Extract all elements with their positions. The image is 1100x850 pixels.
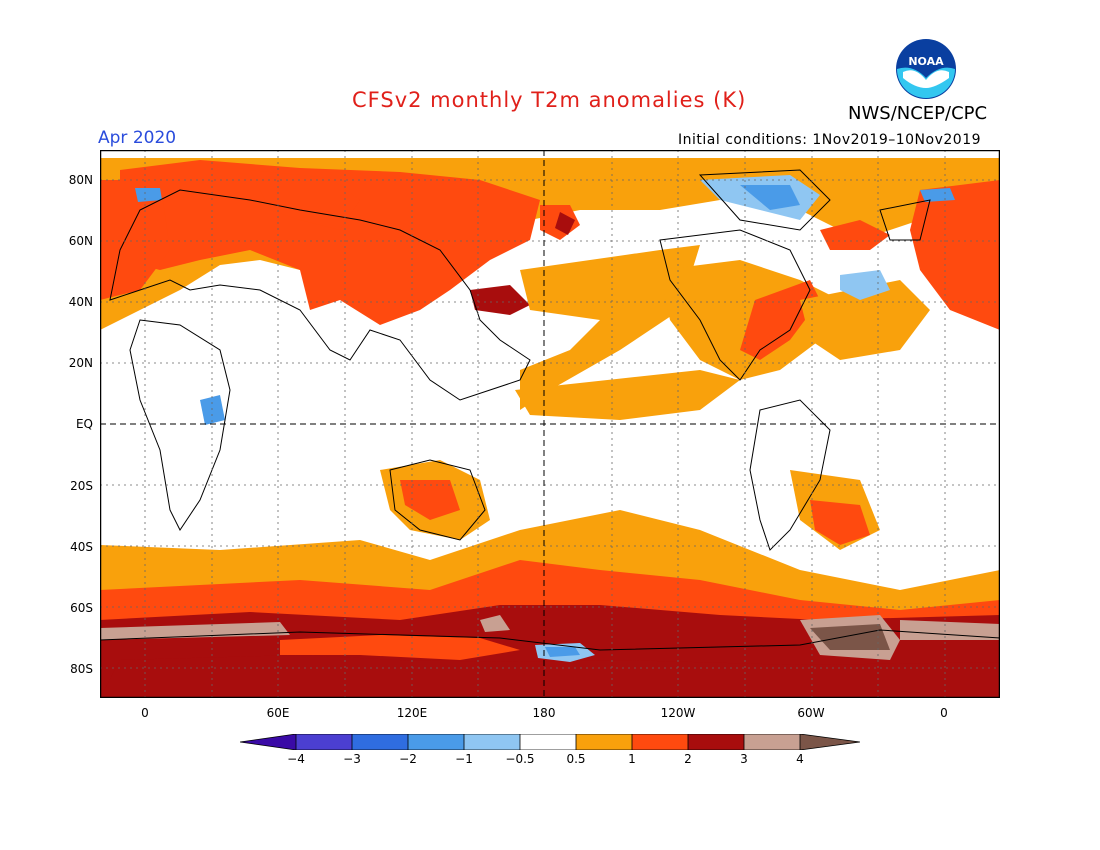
colorbar — [239, 733, 861, 751]
colorbar-label-neg05: −0.5 — [505, 752, 535, 766]
extreme-weddell — [810, 624, 890, 650]
initial-conditions: Initial conditions: 1Nov2019–10Nov2019 — [678, 132, 982, 148]
very-hot-band-east — [900, 620, 1000, 640]
lon-label-60w: 60W — [797, 706, 825, 720]
colorbar-label-neg3: −3 — [343, 752, 361, 766]
strong-warm-asia-europe — [120, 160, 540, 325]
strong-warm-europe-west — [100, 180, 170, 300]
cool-north-atlantic — [840, 270, 890, 300]
strong-warm-europe-east — [910, 180, 1000, 330]
lon-label-180: 180 — [532, 706, 556, 720]
colorbar-label-neg2: −2 — [399, 752, 417, 766]
colorbar-swatch-3-4 — [744, 734, 800, 750]
colorbar-swatch-05-1 — [576, 734, 632, 750]
colorbar-label-3: 3 — [740, 752, 748, 766]
lon-label-120w: 120W — [660, 706, 696, 720]
agency-label: NWS/NCEP/CPC — [848, 103, 988, 124]
cool-ross-core — [545, 647, 580, 657]
colorbar-swatch-1-2 — [632, 734, 688, 750]
cool-core-canada — [740, 185, 800, 210]
coastlines — [99, 169, 1001, 651]
very-hot-band-west — [100, 622, 290, 640]
cool-svalbard-west — [135, 188, 162, 202]
strong-warm-australia — [400, 480, 460, 520]
lat-label-60s: 60S — [70, 601, 93, 615]
colorbar-label-4: 4 — [796, 752, 804, 766]
colorbar-label-05: 0.5 — [566, 752, 586, 766]
forecast-month: Apr 2020 — [98, 128, 177, 148]
lat-label-40s: 40S — [70, 540, 93, 554]
hot-spot-japan — [470, 285, 530, 315]
map-frame — [99, 149, 1001, 699]
warm-north-atlantic — [800, 280, 930, 360]
noaa-logo: NOAA — [895, 38, 957, 100]
cool-svalbard-east — [920, 188, 955, 202]
lat-label-80s: 80S — [70, 662, 93, 676]
warm-east-antarctica — [280, 635, 520, 660]
lat-label-20n: 20N — [68, 356, 93, 370]
lon-label-120e: 120E — [396, 706, 428, 720]
cool-africa-east — [200, 395, 225, 425]
very-hot-ross — [480, 615, 510, 632]
hot-antarctic-interior — [100, 655, 1000, 698]
colorbar-swatch-neutral — [520, 734, 576, 750]
lat-label-eq: EQ — [75, 417, 93, 431]
lat-label-40n: 40N — [68, 295, 93, 309]
lon-label-0: 0 — [141, 706, 149, 720]
hot-spot-bering — [555, 212, 575, 235]
map-title: CFSv2 monthly T2m anomalies (K) — [352, 88, 747, 112]
lat-label-80n: 80N — [68, 173, 93, 187]
warm-labrador — [820, 220, 890, 250]
lat-label-20s: 20S — [70, 479, 93, 493]
colorbar-label-neg4: −4 — [287, 752, 305, 766]
warm-north-pacific — [520, 245, 700, 410]
colorbar-swatch-4-3 — [296, 734, 352, 750]
warm-equatorial-pacific — [515, 370, 740, 420]
anomaly-map — [99, 149, 1001, 699]
equator-dateline — [100, 150, 1000, 698]
colorbar-label-neg1: −1 — [455, 752, 473, 766]
colorbar-swatch-2-3 — [688, 734, 744, 750]
colorbar-swatch-2-1 — [408, 734, 464, 750]
colorbar-swatch-1-05 — [464, 734, 520, 750]
lon-label-0-east: 0 — [940, 706, 948, 720]
noaa-logo-text: NOAA — [908, 55, 944, 68]
colorbar-label-2: 2 — [684, 752, 692, 766]
lat-label-60n: 60N — [68, 234, 93, 248]
graticule — [100, 150, 1000, 698]
colorbar-swatch-lt-4 — [240, 734, 296, 750]
strong-warm-argentina — [810, 500, 870, 545]
colorbar-swatch-gt-4 — [800, 734, 860, 750]
lon-label-60e: 60E — [266, 706, 290, 720]
colorbar-swatch-3-2 — [352, 734, 408, 750]
colorbar-label-1: 1 — [628, 752, 636, 766]
